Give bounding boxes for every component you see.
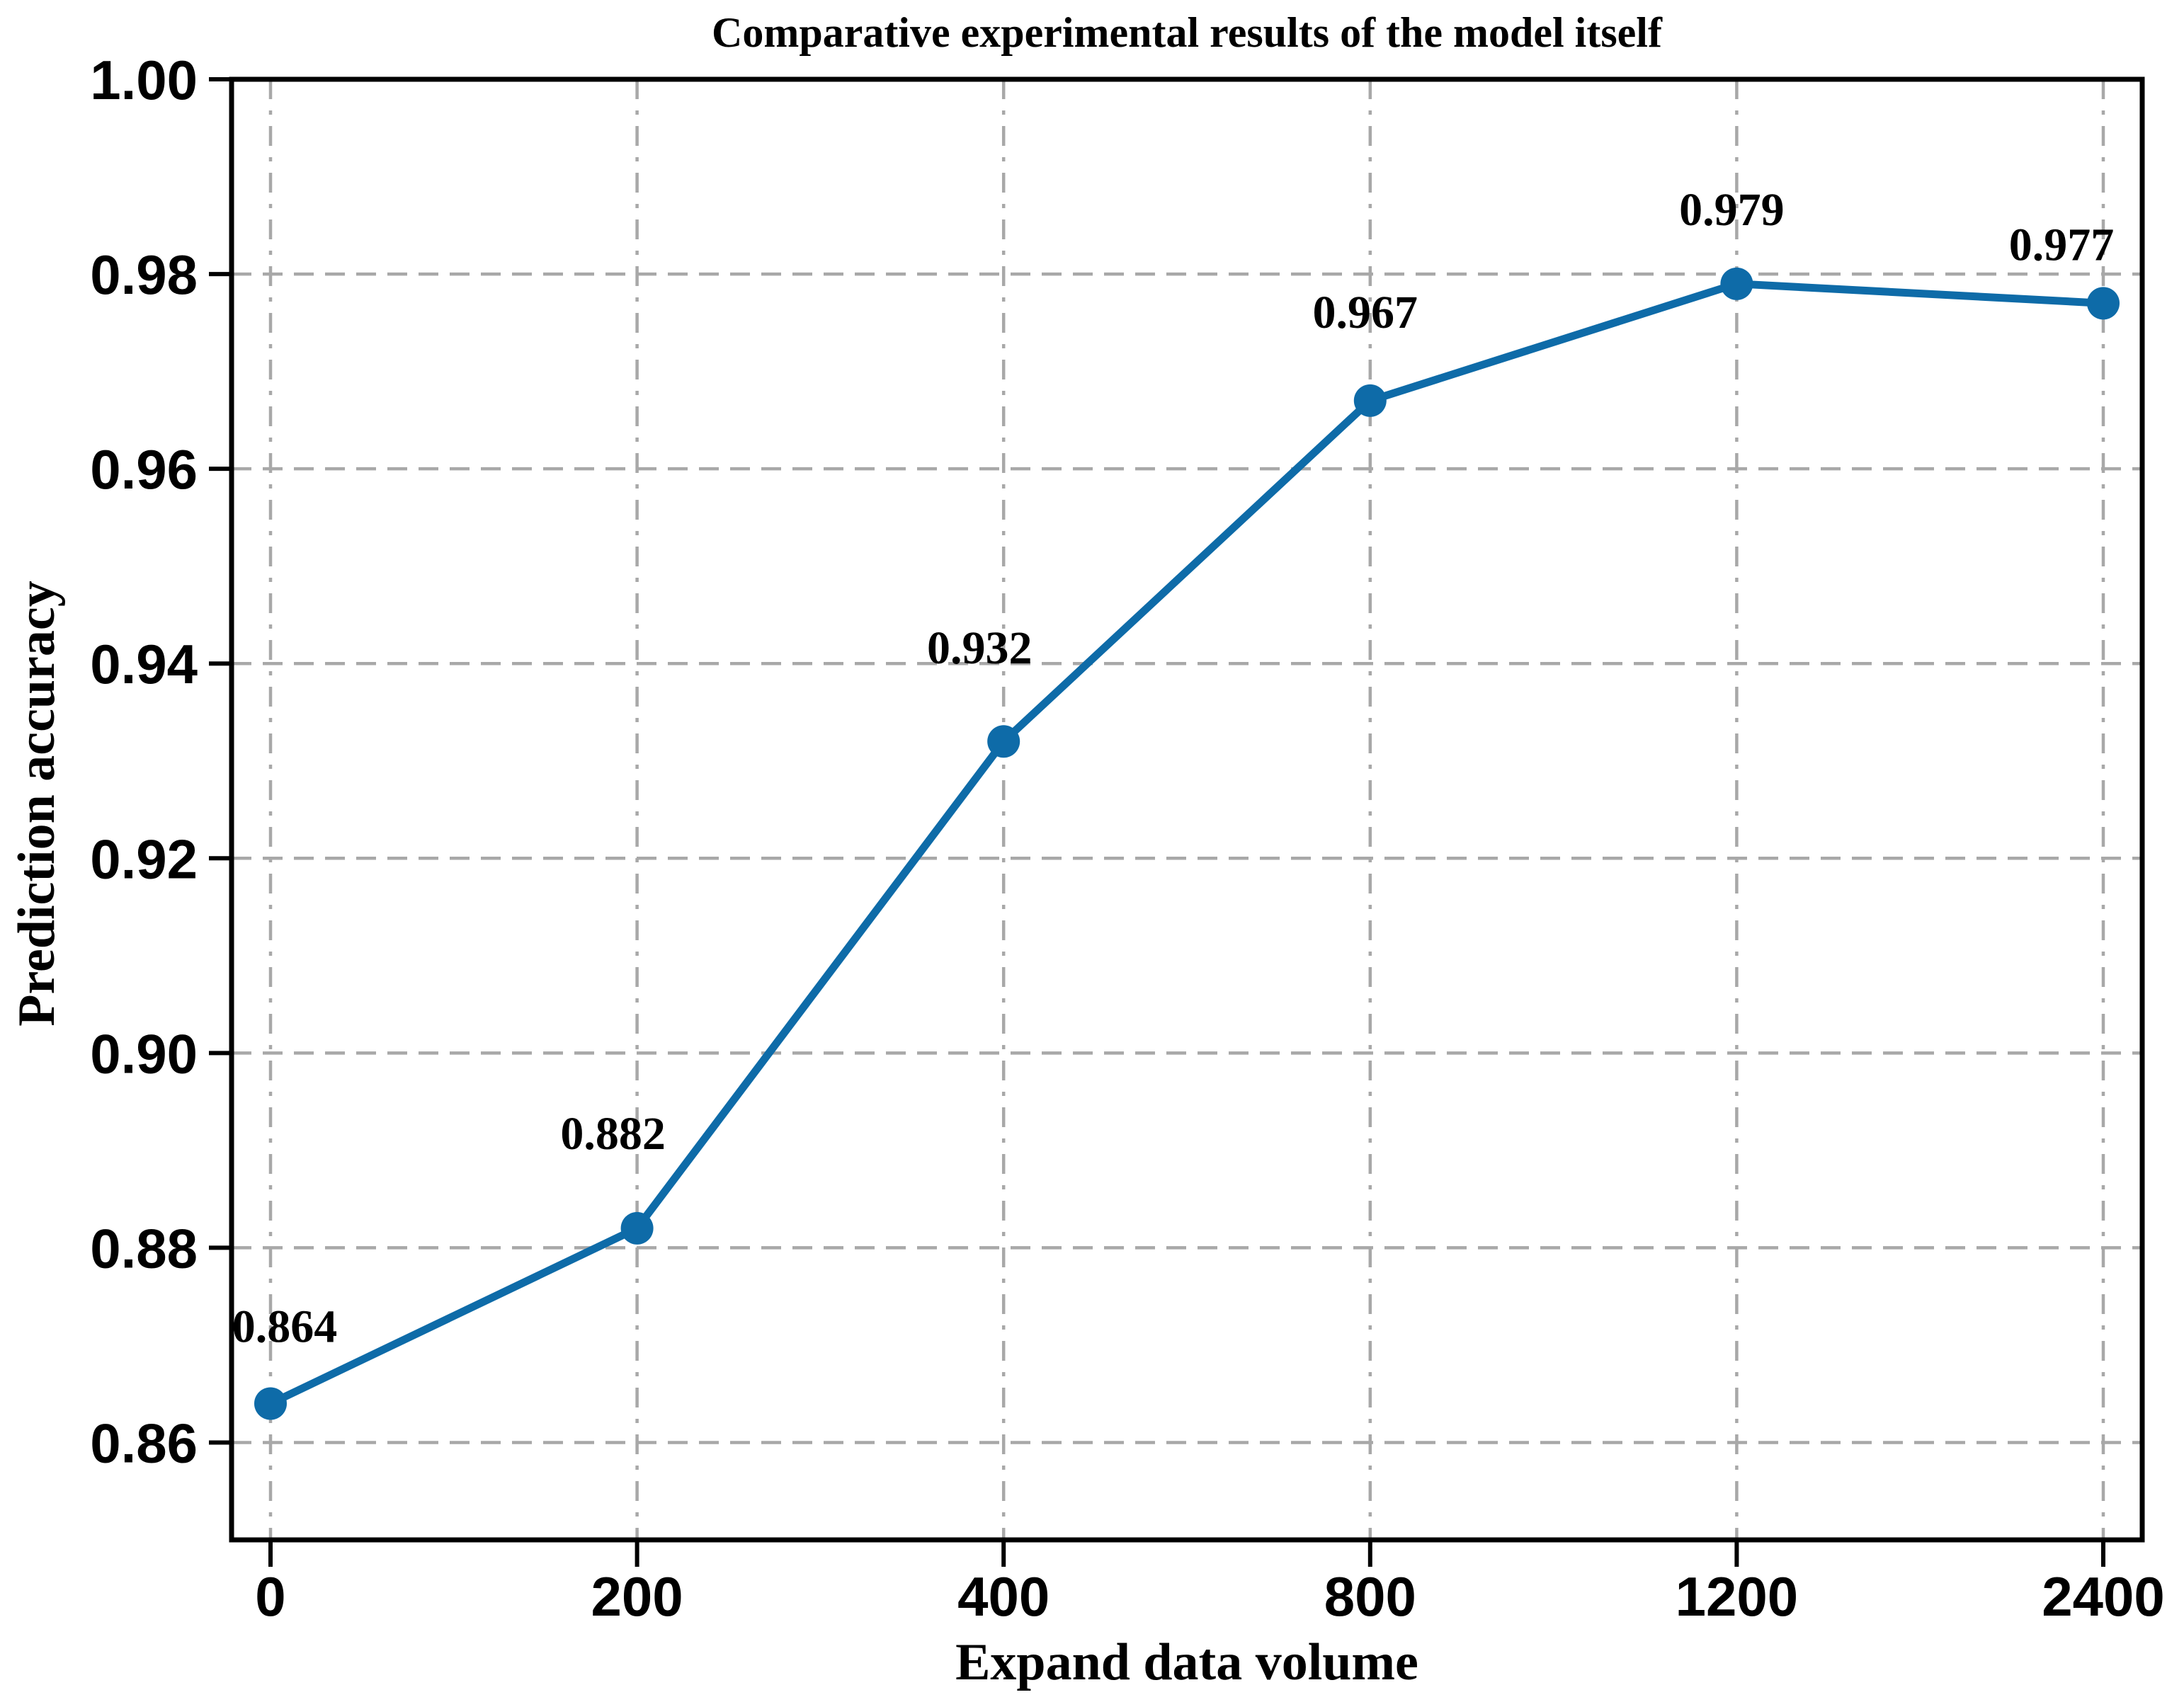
data-point-label: 0.979: [1679, 184, 1785, 236]
data-point-label: 0.977: [2009, 219, 2115, 270]
x-tick-label: 2400: [2042, 1565, 2165, 1628]
data-label-layer: 0.864 0.882 0.932 0.967 0.979 0.977: [232, 184, 2115, 1353]
data-point-label: 0.932: [927, 622, 1033, 674]
y-tick-label: 0.94: [90, 633, 198, 695]
plot-border: [229, 76, 2145, 1543]
y-tick-label: 0.86: [90, 1412, 198, 1474]
series-line: [266, 280, 2108, 1407]
data-point-label: 0.882: [560, 1108, 666, 1160]
x-tick-label: 200: [591, 1565, 683, 1628]
data-point-label: 0.967: [1313, 287, 1418, 338]
data-point-marker: [620, 1211, 654, 1245]
data-point-marker: [1720, 267, 1753, 300]
y-tick-label: 0.98: [90, 244, 198, 306]
y-tick-label: 0.90: [90, 1022, 198, 1085]
chart-title: Comparative experimental results of the …: [712, 9, 1663, 56]
y-tick-label: 0.96: [90, 438, 198, 501]
y-tick-label: 0.92: [90, 828, 198, 890]
x-tick-label: 0: [255, 1565, 285, 1628]
x-tick-label: 800: [1324, 1565, 1416, 1628]
axes-frame-layer: 0.86 0.88 0.90 0.92 0.94 0.96 0.98 1.00 0 200 400 8…: [90, 49, 2165, 1628]
data-point-label: 0.864: [232, 1301, 338, 1352]
gridline-layer: [232, 77, 2142, 1540]
x-axis-label: Expand data volume: [955, 1633, 1418, 1691]
y-tick-label: 0.88: [90, 1217, 198, 1279]
data-point-marker: [987, 725, 1020, 758]
data-point-marker: [254, 1387, 287, 1420]
x-tick-label: 400: [957, 1565, 1050, 1628]
data-series-layer: [254, 267, 2120, 1420]
x-tick-label: 1200: [1676, 1565, 1799, 1628]
data-point-marker: [2087, 287, 2120, 320]
data-point-marker: [1353, 384, 1387, 417]
y-tick-label: 1.00: [90, 49, 198, 111]
y-axis-label: Prediction accuracy: [8, 581, 66, 1027]
